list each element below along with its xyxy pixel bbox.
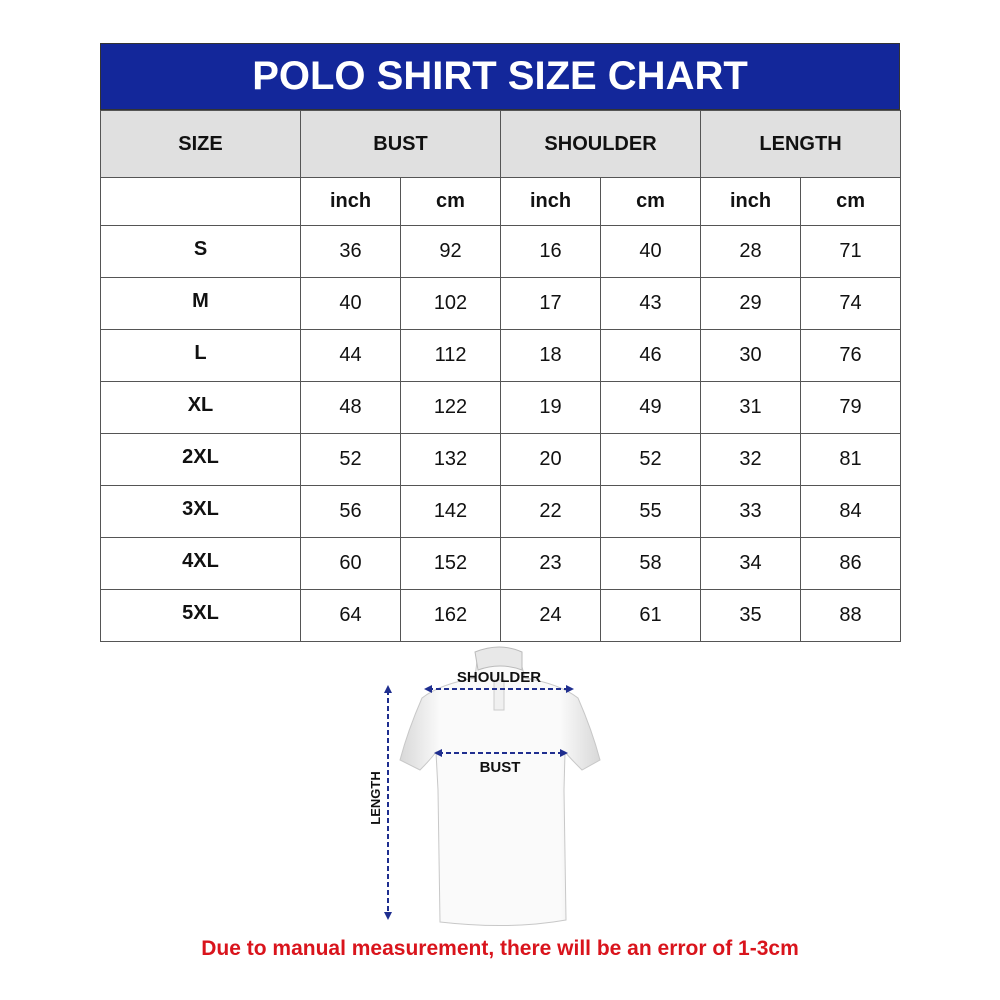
size-cell: L — [100, 329, 301, 382]
table-row: L 44 112 18 46 30 76 — [100, 329, 902, 382]
value-cell: 24 — [500, 589, 602, 642]
value-cell: 92 — [399, 225, 502, 278]
value-cell: 19 — [500, 381, 602, 434]
value-cell: 32 — [700, 433, 802, 486]
placket — [493, 679, 505, 711]
table-row: 3XL 56 142 22 55 33 84 — [100, 485, 902, 538]
value-cell: 55 — [600, 485, 702, 538]
value-cell: 44 — [300, 329, 401, 382]
header-bust: BUST — [299, 110, 502, 178]
table-row: S 36 92 16 40 28 71 — [100, 225, 902, 278]
size-cell: 2XL — [100, 433, 301, 486]
shirt-body — [399, 648, 601, 927]
value-cell: 122 — [399, 381, 502, 434]
value-cell: 16 — [500, 225, 602, 278]
table-row: 4XL 60 152 23 58 34 86 — [100, 537, 902, 590]
value-cell: 52 — [600, 433, 702, 486]
size-cell: 5XL — [100, 589, 301, 642]
value-cell: 49 — [600, 381, 702, 434]
value-cell: 40 — [600, 225, 702, 278]
value-cell: 76 — [800, 329, 902, 382]
value-cell: 43 — [600, 277, 702, 330]
header-row: SIZE BUST SHOULDER LENGTH — [100, 110, 902, 178]
value-cell: 81 — [800, 433, 902, 486]
length-label: LENGTH — [368, 771, 383, 824]
value-cell: 35 — [700, 589, 802, 642]
value-cell: 29 — [700, 277, 802, 330]
value-cell: 56 — [300, 485, 401, 538]
value-cell: 30 — [700, 329, 802, 382]
table-row: 2XL 52 132 20 52 32 81 — [100, 433, 902, 486]
size-chart: POLO SHIRT SIZE CHART SIZE BUST SHOULDER… — [100, 43, 902, 642]
value-cell: 33 — [700, 485, 802, 538]
collar — [474, 646, 523, 671]
unit-header: inch — [500, 177, 602, 226]
header-size: SIZE — [100, 110, 301, 178]
value-cell: 40 — [300, 277, 401, 330]
value-cell: 60 — [300, 537, 401, 590]
unit-header: inch — [700, 177, 802, 226]
unit-header: cm — [800, 177, 902, 226]
chart-title: POLO SHIRT SIZE CHART — [100, 43, 900, 110]
size-table: SIZE BUST SHOULDER LENGTH inch cm inch cm in… — [100, 110, 902, 642]
value-cell: 79 — [800, 381, 902, 434]
value-cell: 102 — [399, 277, 502, 330]
unit-header: inch — [300, 177, 401, 226]
value-cell: 132 — [399, 433, 502, 486]
value-cell: 18 — [500, 329, 602, 382]
shirt-diagram: SHOULDER BUST LENGTH — [368, 646, 601, 927]
value-cell: 61 — [600, 589, 702, 642]
value-cell: 22 — [500, 485, 602, 538]
value-cell: 31 — [700, 381, 802, 434]
size-cell: 4XL — [100, 537, 301, 590]
value-cell: 48 — [300, 381, 401, 434]
size-cell: M — [100, 277, 301, 330]
table-row: XL 48 122 19 49 31 79 — [100, 381, 902, 434]
size-cell: XL — [100, 381, 301, 434]
value-cell: 84 — [800, 485, 902, 538]
value-cell: 142 — [399, 485, 502, 538]
value-cell: 17 — [500, 277, 602, 330]
value-cell: 152 — [399, 537, 502, 590]
unit-header: cm — [600, 177, 702, 226]
value-cell: 64 — [300, 589, 401, 642]
table-row: 5XL 64 162 24 61 35 88 — [100, 589, 902, 642]
value-cell: 52 — [300, 433, 401, 486]
size-cell: 3XL — [100, 485, 301, 538]
table-row: M 40 102 17 43 29 74 — [100, 277, 902, 330]
unit-header: cm — [399, 177, 502, 226]
value-cell: 20 — [500, 433, 602, 486]
unit-row: inch cm inch cm inch cm — [100, 177, 902, 226]
shoulder-label: SHOULDER — [457, 669, 541, 686]
value-cell: 34 — [700, 537, 802, 590]
value-cell: 46 — [600, 329, 702, 382]
value-cell: 36 — [300, 225, 401, 278]
unit-blank — [100, 177, 301, 226]
value-cell: 23 — [500, 537, 602, 590]
value-cell: 112 — [399, 329, 502, 382]
value-cell: 58 — [600, 537, 702, 590]
value-cell: 86 — [800, 537, 902, 590]
value-cell: 74 — [800, 277, 902, 330]
measurement-note: Due to manual measurement, there will be… — [201, 937, 799, 960]
value-cell: 28 — [700, 225, 802, 278]
bust-label: BUST — [480, 759, 521, 776]
size-cell: S — [100, 225, 301, 278]
value-cell: 71 — [800, 225, 902, 278]
value-cell: 88 — [800, 589, 902, 642]
header-shoulder: SHOULDER — [500, 110, 702, 178]
header-length: LENGTH — [700, 110, 902, 178]
value-cell: 162 — [399, 589, 502, 642]
